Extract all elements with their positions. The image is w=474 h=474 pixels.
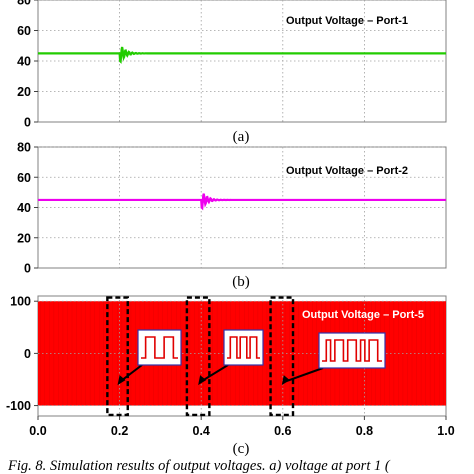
figure-caption: Fig. 8. Simulation results of output vol… [7,458,391,474]
sublabel-b: (b) [232,274,250,290]
zoom-box [185,296,211,417]
x-tick-label: 1.0 [437,424,454,438]
y-tick-label: 0 [24,347,31,361]
y-tick-label: -100 [6,399,31,413]
y-ticks-a: 0 20 40 60 80 [17,0,38,130]
y-tick-label: 0 [24,262,31,276]
y-ticks-b: 0 20 40 60 80 [17,141,38,276]
sublabel-a: (a) [233,129,250,145]
chart-panel-c: -100 0 100 0.0 0.2 0.4 0.6 0.8 1.0 Output Volta… [6,295,455,438]
panel-title-b: Output Voltage – Port-2 [286,165,408,177]
y-tick-label: 80 [17,0,31,8]
annotations-c [106,296,386,417]
sublabel-c: (c) [233,441,250,457]
x-tick-label: 0.2 [111,424,128,438]
series-b [38,193,446,211]
series-a [38,46,446,64]
panel-title-c: Output Voltage – Port-5 [302,309,424,321]
x-tick-label: 0.0 [29,424,46,438]
series-line [38,46,446,64]
zoom-inset [318,332,386,369]
y-tick-label: 60 [17,24,31,38]
chart-panel-a: 0 20 40 60 80 Output Voltage – Port-1 [17,0,447,130]
grid-b [38,146,446,268]
y-tick-label: 40 [17,55,31,69]
y-tick-label: 80 [17,141,31,155]
y-ticks-c: -100 0 100 [6,295,38,413]
x-tick-label: 0.6 [274,424,291,438]
y-tick-label: 60 [17,171,31,185]
y-tick-label: 0 [24,116,31,130]
inset-waveform [322,339,382,362]
panel-title-a: Output Voltage – Port-1 [286,15,408,27]
series-line [38,193,446,211]
zoom-inset [137,329,182,366]
y-tick-label: 20 [17,85,31,99]
y-tick-label: 100 [10,295,31,309]
y-tick-label: 40 [17,201,31,215]
zoom-arrowhead [198,375,207,386]
zoom-arrowhead [117,375,126,386]
y-tick-label: 20 [17,231,31,245]
inset-waveform [141,336,178,359]
zoom-arrowhead [281,375,290,386]
zoom-box [106,296,129,417]
chart-panel-b: 0 20 40 60 80 Output Voltage – Port-2 [17,141,447,276]
zoom-arrow [283,367,324,384]
x-ticks-c: 0.0 0.2 0.4 0.6 0.8 1.0 [29,416,455,438]
inset-waveform [227,336,260,359]
zoom-box [269,296,295,417]
x-tick-label: 0.4 [193,424,210,438]
x-tick-label: 0.8 [356,424,373,438]
